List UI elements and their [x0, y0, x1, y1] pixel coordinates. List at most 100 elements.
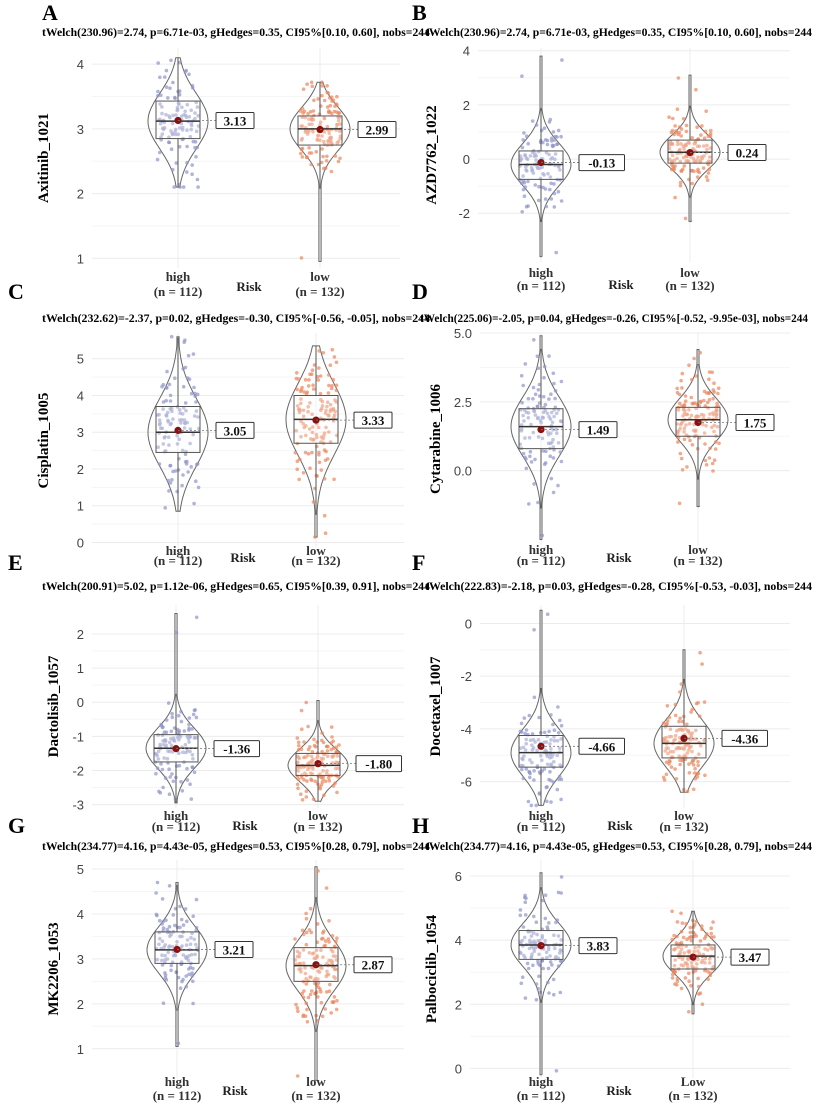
data-point: [523, 913, 528, 917]
gridlines: [92, 333, 404, 548]
data-point: [544, 740, 549, 744]
data-point: [674, 129, 678, 133]
data-point: [523, 731, 527, 736]
data-point: [173, 96, 177, 101]
data-point: [667, 715, 672, 720]
data-point: [296, 777, 301, 782]
data-point: [158, 121, 163, 126]
data-point: [544, 950, 549, 955]
data-point: [690, 181, 694, 186]
data-point: [672, 738, 676, 743]
data-point: [299, 970, 303, 974]
data-point: [700, 927, 704, 932]
data-point: [534, 982, 539, 986]
data-point: [555, 142, 560, 146]
data-point: [320, 134, 324, 138]
mean-label-box: [727, 144, 767, 162]
panel-letter: E: [8, 550, 23, 575]
data-point: [712, 935, 716, 939]
data-point: [518, 913, 523, 918]
data-point: [680, 386, 684, 390]
data-point: [191, 757, 195, 761]
data-point: [176, 713, 181, 718]
data-point: [713, 447, 718, 451]
data-point: [331, 949, 335, 954]
data-point: [158, 102, 162, 106]
data-point: [707, 397, 712, 402]
x-category-label: high: [166, 543, 191, 558]
data-point: [308, 466, 312, 471]
data-point: [171, 913, 176, 917]
data-point: [549, 778, 553, 783]
data-point: [541, 140, 545, 145]
data-point: [679, 127, 684, 131]
data-point: [338, 122, 342, 126]
data-point: [308, 110, 313, 114]
data-point: [165, 756, 170, 761]
data-point: [314, 990, 319, 994]
data-point: [309, 771, 313, 775]
data-point: [298, 389, 303, 394]
data-point: [160, 767, 165, 772]
data-point: [704, 463, 709, 467]
data-point: [314, 432, 319, 437]
data-point: [549, 392, 553, 397]
data-point: [325, 84, 329, 88]
data-point: [299, 401, 303, 406]
data-point: [296, 755, 301, 760]
data-point: [694, 415, 698, 420]
data-point: [160, 384, 164, 389]
data-point: [196, 415, 200, 419]
data-point: [296, 1009, 300, 1013]
data-point: [329, 725, 334, 729]
data-point: [317, 970, 322, 974]
data-point: [550, 139, 554, 143]
data-point: [705, 143, 709, 148]
data-point: [171, 167, 175, 172]
data-point: [558, 718, 562, 723]
data-point: [537, 184, 541, 189]
data-point: [556, 705, 560, 709]
data-point: [163, 953, 167, 958]
x-category-label: high: [529, 542, 554, 557]
data-point: [186, 737, 191, 741]
data-point: [299, 419, 303, 424]
data-point: [196, 485, 201, 490]
data-point: [184, 68, 188, 73]
data-point: [531, 738, 536, 742]
data-point: [551, 977, 556, 982]
data-point: [194, 942, 198, 947]
y-tick-label: 1: [77, 499, 84, 514]
data-point: [320, 406, 324, 411]
data-point: [683, 976, 688, 980]
data-point: [308, 906, 313, 911]
data-point: [323, 411, 328, 416]
data-point: [710, 425, 714, 430]
data-point: [537, 382, 542, 387]
data-point: [180, 418, 184, 422]
data-point: [193, 952, 197, 957]
data-point: [298, 961, 303, 966]
data-point: [177, 144, 182, 149]
data-point: [164, 398, 168, 403]
data-point: [695, 175, 700, 179]
data-point: [550, 963, 554, 967]
mean-label: 0.24: [736, 146, 759, 161]
data-point: [535, 354, 540, 359]
data-point: [307, 427, 312, 431]
data-point: [166, 435, 171, 440]
data-point: [707, 167, 712, 172]
data-point: [556, 890, 561, 895]
data-point: [677, 719, 681, 724]
data-point: [695, 402, 700, 407]
data-point: [296, 740, 301, 745]
data-point: [157, 412, 161, 417]
data-point: [304, 795, 309, 799]
data-point: [536, 986, 540, 991]
data-point: [164, 718, 169, 722]
data-point: [330, 111, 334, 116]
data-point: [194, 409, 199, 413]
y-tick-label: 0: [455, 1061, 462, 1076]
data-point: [677, 754, 681, 758]
data-point: [694, 919, 698, 924]
